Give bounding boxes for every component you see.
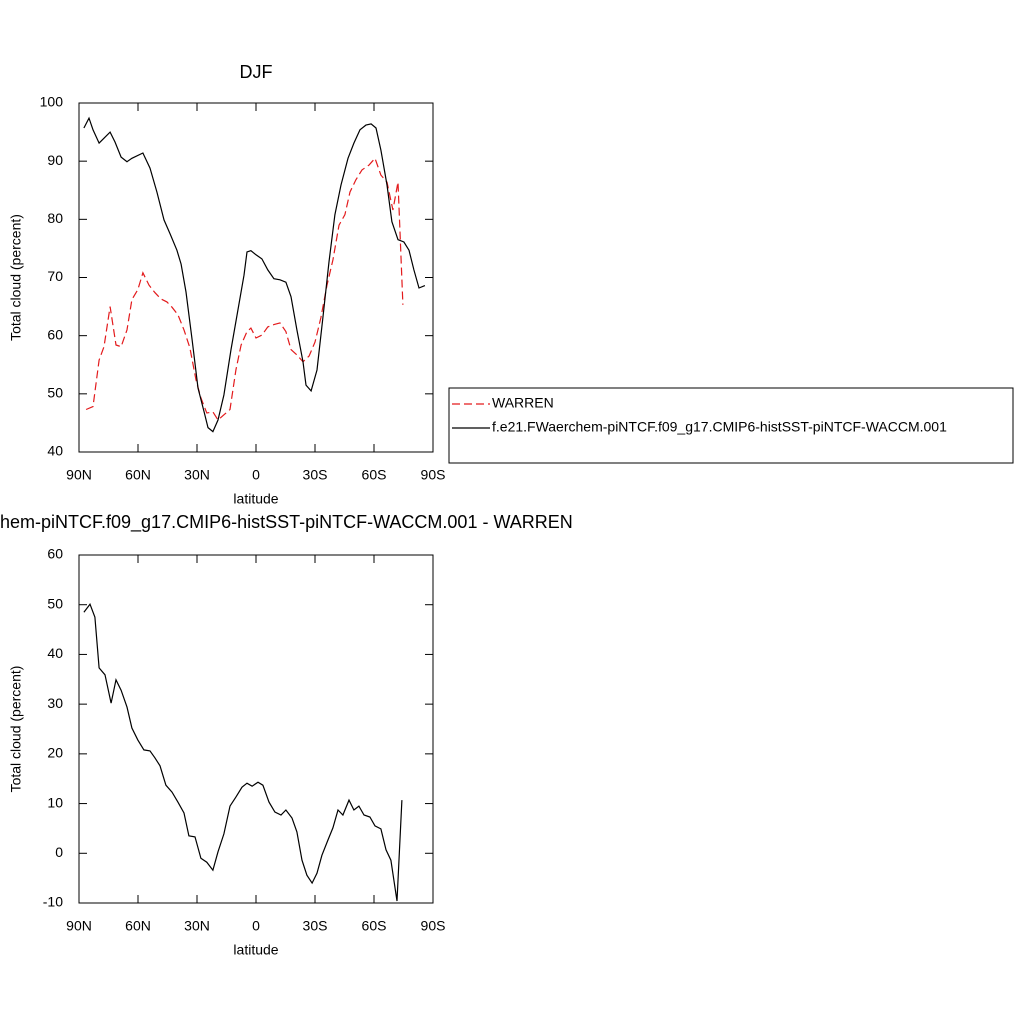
y-tick-label: 70 [47, 268, 63, 284]
legend-box [448, 387, 1014, 464]
y-tick-label: 40 [47, 443, 63, 459]
chart-title: DJF [240, 62, 273, 82]
y-tick-label: 10 [47, 794, 63, 810]
x-tick-label: 30N [184, 467, 210, 483]
x-tick-label: 0 [252, 467, 260, 483]
data-line [85, 157, 404, 421]
legend-label: WARREN [492, 395, 554, 411]
x-tick-label: 30N [184, 918, 210, 934]
x-tick-label: 90S [421, 467, 446, 483]
chart-title: hem-piNTCF.f09_g17.CMIP6-histSST-piNTCF-… [0, 512, 573, 533]
plot-frame [78, 102, 434, 453]
data-line [83, 116, 426, 433]
y-axis-label: Total cloud (percent) [8, 666, 24, 793]
x-tick-label: 90N [66, 918, 92, 934]
y-tick-label: 40 [47, 645, 63, 661]
y-tick-label: 90 [47, 152, 63, 168]
x-axis-label: latitude [233, 491, 278, 507]
y-tick-label: 30 [47, 695, 63, 711]
y-tick-label: 60 [47, 326, 63, 342]
legend-label: f.e21.FWaerchem-piNTCF.f09_g17.CMIP6-his… [492, 419, 947, 435]
x-tick-label: 60N [125, 467, 151, 483]
x-axis-label: latitude [233, 942, 278, 958]
y-axis-label: Total cloud (percent) [8, 214, 24, 341]
x-tick-label: 30S [303, 918, 328, 934]
y-tick-label: -10 [43, 894, 63, 910]
y-tick-label: 80 [47, 210, 63, 226]
x-tick-label: 0 [252, 918, 260, 934]
x-tick-label: 60N [125, 918, 151, 934]
x-tick-label: 90S [421, 918, 446, 934]
y-tick-label: 50 [47, 595, 63, 611]
x-tick-label: 90N [66, 467, 92, 483]
x-tick-label: 60S [362, 467, 387, 483]
y-tick-label: 60 [47, 546, 63, 562]
x-tick-label: 60S [362, 918, 387, 934]
y-tick-label: 100 [40, 94, 64, 110]
y-tick-label: 50 [47, 385, 63, 401]
x-tick-label: 30S [303, 467, 328, 483]
data-line [83, 602, 403, 902]
plot-frame [78, 554, 434, 904]
y-tick-label: 20 [47, 745, 63, 761]
y-tick-label: 0 [55, 844, 63, 860]
